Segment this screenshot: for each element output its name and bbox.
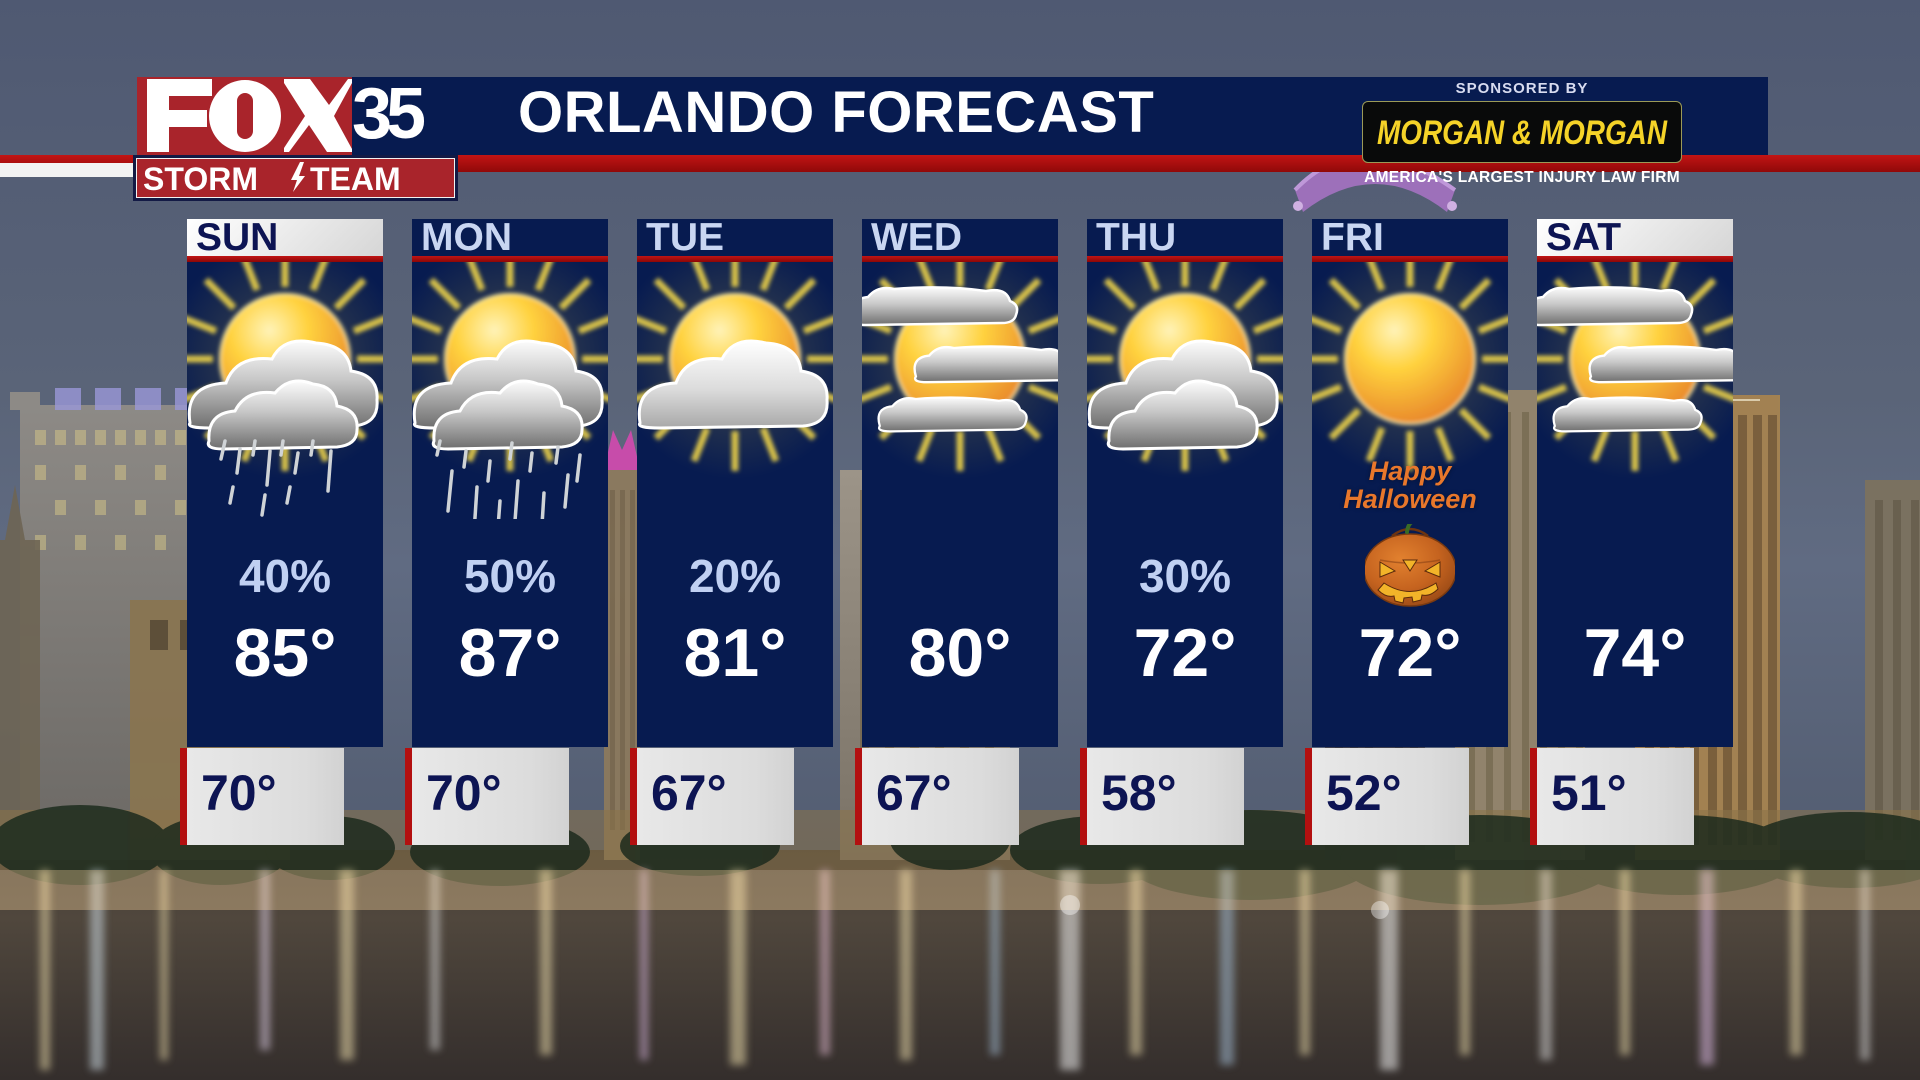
svg-text:35: 35 <box>352 77 425 154</box>
svg-text:MORGAN & MORGAN: MORGAN & MORGAN <box>1377 114 1668 152</box>
svg-text:TEAM: TEAM <box>310 161 401 197</box>
svg-text:STORM: STORM <box>143 161 258 197</box>
